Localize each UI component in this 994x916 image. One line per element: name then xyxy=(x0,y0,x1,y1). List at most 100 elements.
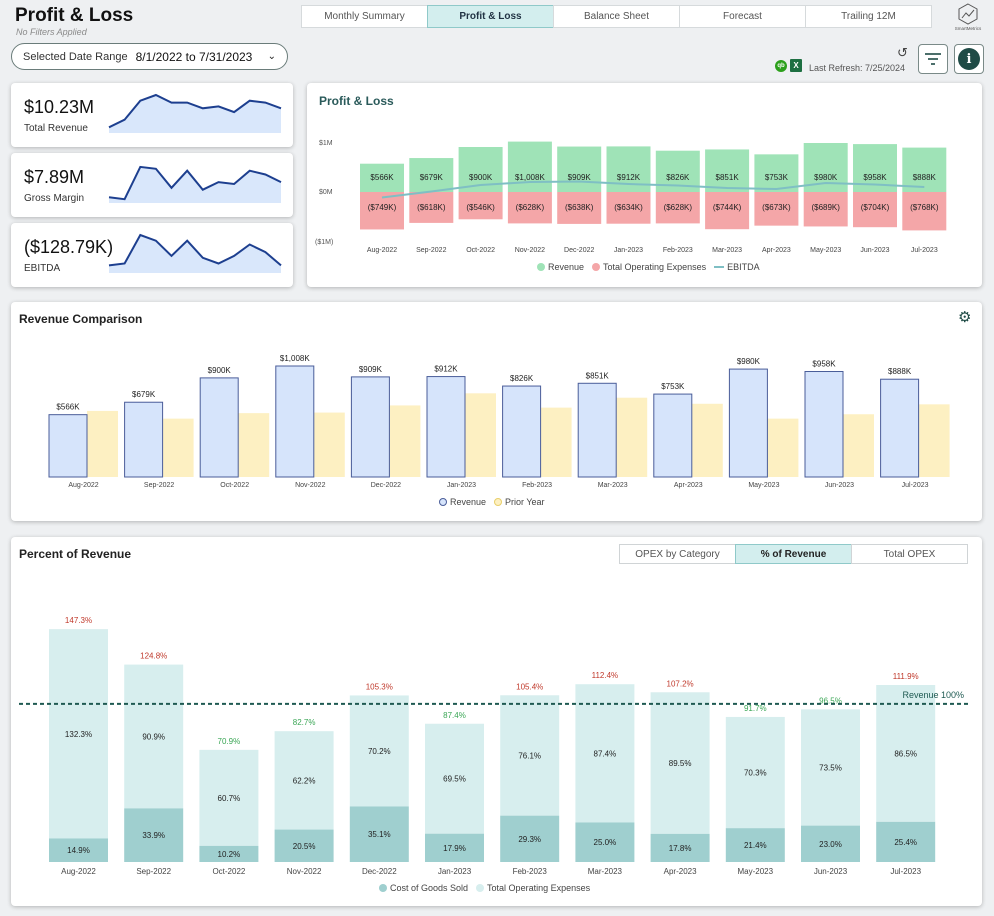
opex-bar xyxy=(606,192,651,224)
tab-trailing-12m[interactable]: Trailing 12M xyxy=(805,5,932,28)
y-tick-label: ($1M) xyxy=(315,239,333,246)
cogs-bar xyxy=(725,828,785,862)
revenue-bar xyxy=(426,376,466,478)
gear-icon[interactable]: ⚙ xyxy=(958,309,972,326)
legend-prior-year: Prior Year xyxy=(505,497,545,507)
opex-data-label: ($749K) xyxy=(368,203,397,212)
sparkline-area xyxy=(109,235,281,273)
x-tick-label: Jul-2023 xyxy=(911,247,938,254)
cogs-data-label: 23.0% xyxy=(819,840,842,849)
opex-bar xyxy=(801,709,860,826)
tab-profit-loss[interactable]: Profit & Loss xyxy=(427,5,554,28)
prior-year-bar xyxy=(389,405,421,477)
pl-chart-legend: Revenue Total Operating Expenses EBITDA xyxy=(529,262,760,272)
total-data-label: 87.4% xyxy=(443,711,466,720)
opex-data-label: ($638K) xyxy=(565,203,594,212)
opex-data-label: 87.4% xyxy=(594,749,617,758)
percent-of-revenue-chart: 14.9% 132.3% 147.3% Aug-2022 33.9% 90.9% 124.8… xyxy=(19,616,969,876)
x-tick-label: Nov-2022 xyxy=(287,867,322,876)
tab-total-opex[interactable]: Total OPEX xyxy=(851,544,968,564)
total-data-label: 96.5% xyxy=(819,696,842,705)
opex-bar xyxy=(853,192,897,228)
x-tick-label: Dec-2022 xyxy=(564,247,594,254)
opex-bar xyxy=(274,731,334,830)
legend-revenue: Revenue xyxy=(548,262,585,272)
tab-monthly-summary[interactable]: Monthly Summary xyxy=(301,5,428,28)
revenue-bar xyxy=(577,382,617,478)
legend-swatch-ebitda xyxy=(714,266,725,268)
revenue-comparison-card: Revenue Comparison $566K Aug-2022 $679K Sep… xyxy=(11,302,982,521)
prior-year-bar xyxy=(767,418,799,477)
opex-bar xyxy=(409,192,454,223)
sparkline-area xyxy=(109,95,281,133)
x-tick-label: Oct-2022 xyxy=(220,482,249,489)
history-icon[interactable]: ↺ xyxy=(897,45,908,60)
x-tick-label: Jun-2023 xyxy=(825,482,854,489)
company-logo: SmartMetrics xyxy=(953,2,983,36)
cogs-bar xyxy=(274,829,334,862)
total-data-label: 107.2% xyxy=(667,679,694,688)
legend-opex: Total Operating Expenses xyxy=(603,262,707,272)
percent-of-revenue-card: Percent of Revenue 14.9% 132.3% 147.3% Aug-… xyxy=(11,537,982,906)
total-data-label: 111.9% xyxy=(893,672,919,681)
opex-data-label: 70.3% xyxy=(744,769,767,778)
date-range-value: 8/1/2022 to 7/31/2023 xyxy=(135,49,253,64)
opex-bar xyxy=(575,684,635,823)
date-range-dropdown[interactable]: Selected Date Range 8/1/2022 to 7/31/202… xyxy=(11,43,288,70)
revenue-data-label: $753K xyxy=(765,173,789,182)
x-tick-label: Jun-2023 xyxy=(814,867,848,876)
opex-bar xyxy=(803,192,848,227)
opex-data-label: 70.2% xyxy=(368,747,391,756)
tab-balance-sheet[interactable]: Balance Sheet xyxy=(553,5,680,28)
prior-year-bar xyxy=(616,397,648,477)
x-tick-label: Feb-2023 xyxy=(513,867,548,876)
legend-swatch-opex xyxy=(476,884,485,892)
x-tick-label: Mar-2023 xyxy=(712,247,742,254)
cogs-data-label: 14.9% xyxy=(67,846,90,855)
revenue-bar xyxy=(804,371,844,478)
kpi-sparkline xyxy=(108,233,282,273)
tab-opex-by-category[interactable]: OPEX by Category xyxy=(619,544,736,564)
revenue-bar xyxy=(754,154,799,192)
legend-swatch-revenue xyxy=(537,263,545,271)
logo-text: SmartMetrics xyxy=(954,26,982,31)
cogs-bar xyxy=(349,806,409,862)
revenue-data-label: $826K xyxy=(666,173,690,182)
tab-forecast[interactable]: Forecast xyxy=(679,5,806,28)
kpi-sparkline xyxy=(108,165,282,203)
info-button[interactable]: i xyxy=(954,44,984,74)
revenue-comparison-chart: $566K Aug-2022 $679K Sep-2022 $900K Oct-2022 $… xyxy=(48,354,950,489)
cogs-bar xyxy=(49,838,108,862)
revenue-bar xyxy=(409,158,454,192)
sparkline-line xyxy=(108,93,282,129)
kpi-label: EBITDA xyxy=(24,263,61,274)
total-data-label: 82.7% xyxy=(293,718,316,727)
revenue-data-label: $958K xyxy=(863,173,887,182)
total-data-label: 112.4% xyxy=(592,671,619,680)
revenue-bar xyxy=(124,401,164,478)
revenue-data-label: $566K xyxy=(56,403,80,412)
filter-button[interactable] xyxy=(918,44,948,74)
cogs-data-label: 10.2% xyxy=(218,850,241,859)
legend-revenue: Revenue xyxy=(450,497,487,507)
revenue-bar xyxy=(880,378,920,478)
x-tick-label: Feb-2023 xyxy=(522,482,552,489)
opex-bar xyxy=(124,664,184,809)
x-tick-label: Jan-2023 xyxy=(447,482,476,489)
opex-bar xyxy=(650,692,710,834)
cogs-bar xyxy=(575,822,635,862)
x-tick-label: Nov-2022 xyxy=(295,482,325,489)
opex-bar xyxy=(725,716,785,829)
prior-year-bar xyxy=(313,412,345,477)
y-tick-label: $0M xyxy=(319,189,333,196)
x-tick-label: May-2023 xyxy=(748,482,779,489)
opex-data-label: ($634K) xyxy=(614,203,643,212)
kpi-value: $7.89M xyxy=(24,167,85,187)
filter-icon xyxy=(925,53,941,65)
date-range-label: Selected Date Range xyxy=(23,50,128,63)
x-tick-label: Dec-2022 xyxy=(362,867,397,876)
tab-percent-of-revenue[interactable]: % of Revenue xyxy=(735,544,852,564)
page-title: Profit & Loss xyxy=(15,5,134,26)
revenue-data-label: $980K xyxy=(814,173,838,182)
page-tabs: Monthly Summary Profit & Loss Balance Sh… xyxy=(301,5,932,28)
